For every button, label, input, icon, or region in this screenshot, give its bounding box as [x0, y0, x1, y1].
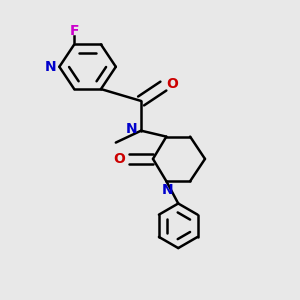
Text: N: N [126, 122, 137, 136]
Text: N: N [162, 182, 174, 197]
Text: F: F [70, 24, 79, 38]
Text: O: O [114, 152, 126, 166]
Text: N: N [45, 60, 57, 74]
Text: O: O [166, 77, 178, 91]
